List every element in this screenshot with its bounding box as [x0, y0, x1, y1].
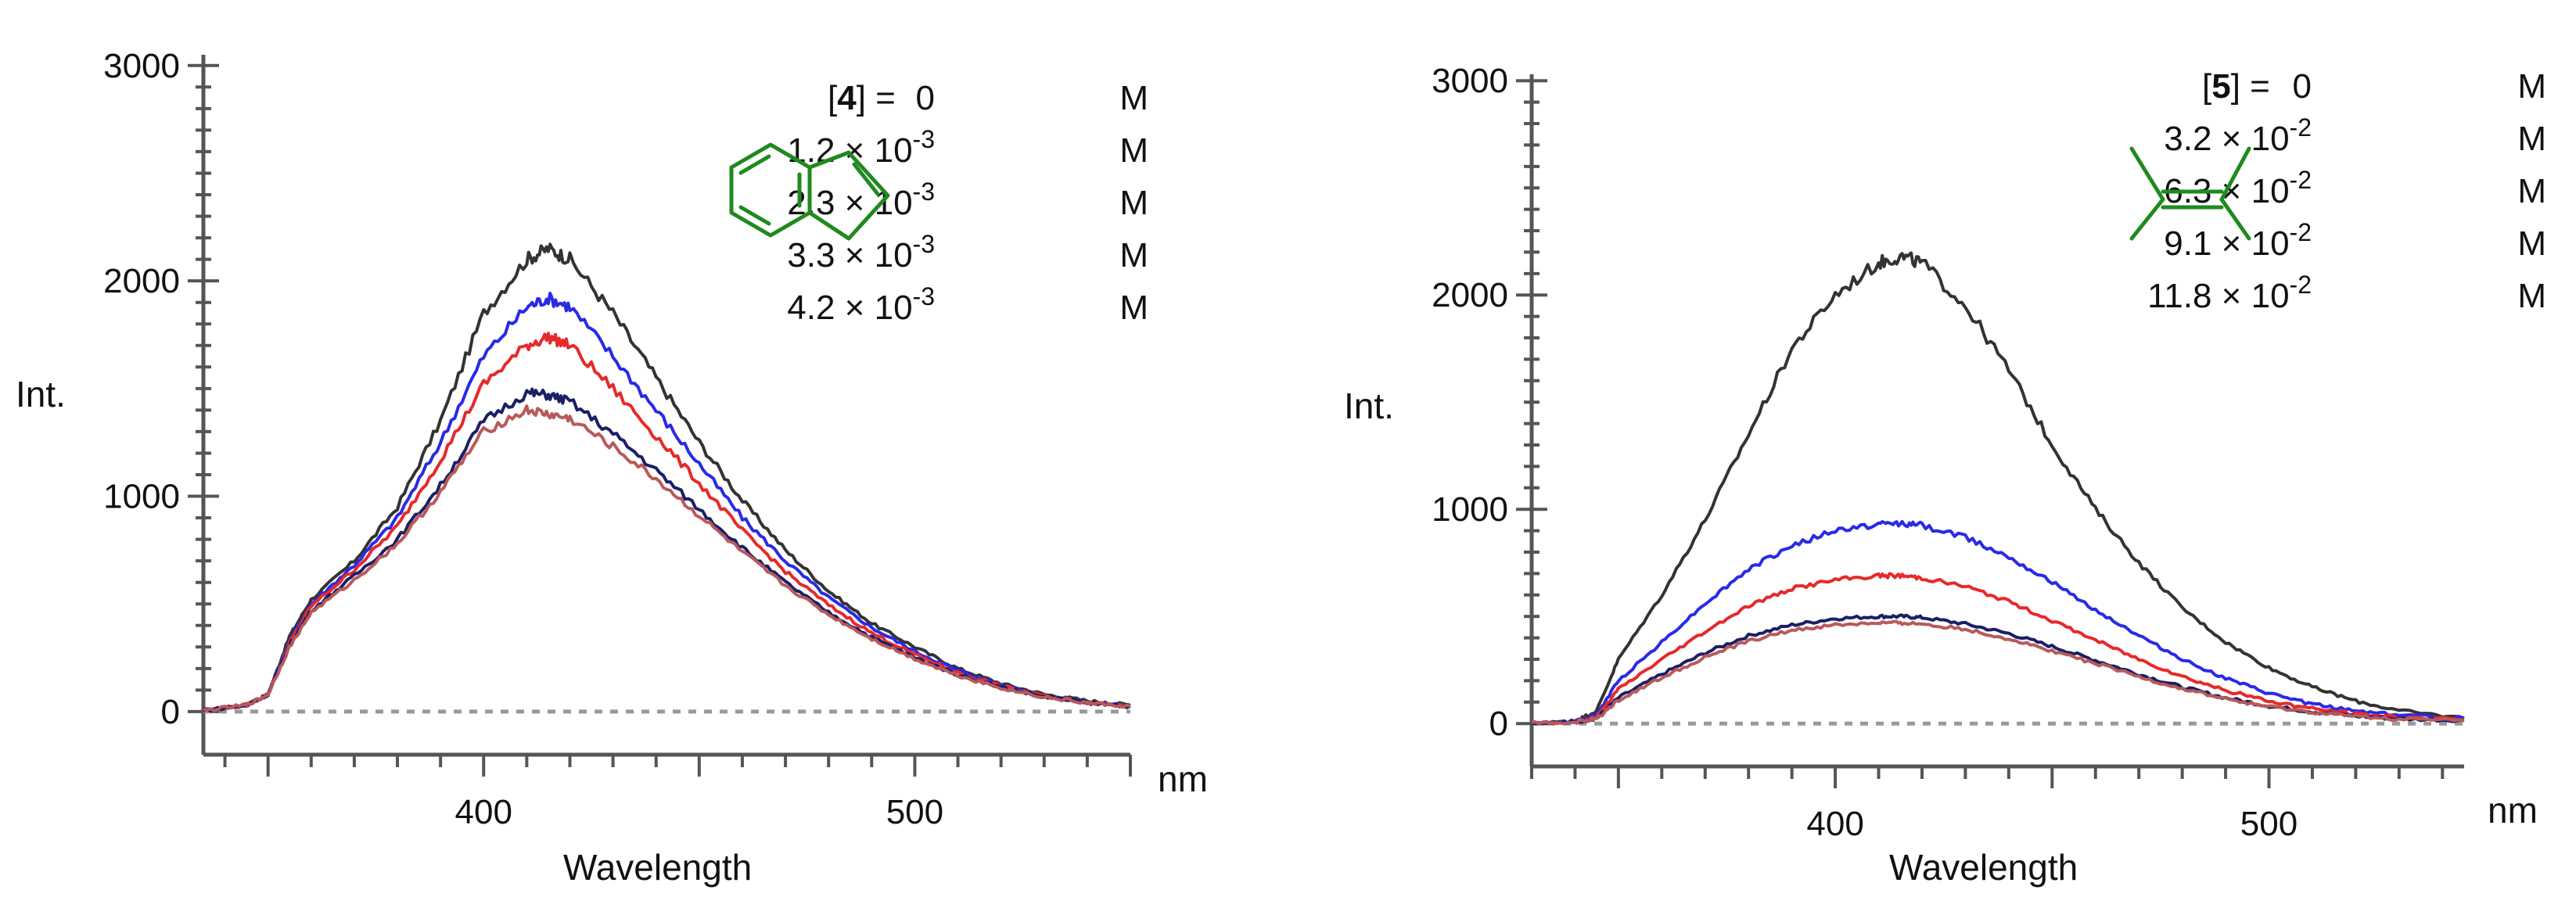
series-line-0	[1531, 251, 2465, 726]
y-tick-label: 3000	[103, 47, 180, 85]
left-x-unit: nm	[1158, 759, 1208, 799]
right-chart: 0 1000 2000 3000 400 500 Int. Wavelength nm […	[1344, 62, 2546, 888]
legend-entry-unit: M	[2517, 67, 2546, 106]
left-legend: 0 M1.2 × 10-3 M2.3 × 10-3 M3.3 × 10-3 M4.2 ×…	[787, 79, 1148, 327]
x-tick-label: 400	[455, 793, 512, 831]
indene-structure-icon	[729, 142, 890, 241]
y-tick-label: 2000	[103, 262, 180, 300]
legend-entry-value: 3.3 × 10-3	[787, 230, 935, 274]
right-legend-suffix: ] =	[2231, 67, 2270, 106]
legend-entry-unit: M	[2517, 172, 2546, 210]
legend-entry-value: 11.8 × 10-2	[2147, 271, 2312, 315]
series-line-3	[203, 387, 1131, 713]
left-series-group	[202, 242, 1131, 713]
left-legend-suffix: ] =	[857, 79, 896, 117]
right-quencher-label: 5	[2211, 67, 2230, 106]
legend-entry-value: 9.1 × 10-2	[2164, 218, 2312, 263]
legend-entry-unit: M	[1119, 79, 1148, 117]
legend-entry-value: 1.2 × 10-3	[787, 125, 935, 170]
left-axes: 0 1000 2000 3000 400 500	[103, 47, 1132, 831]
right-series-group	[1531, 251, 2465, 726]
series-line-0	[203, 242, 1131, 713]
y-tick-label: 1000	[1432, 490, 1508, 529]
right-axes: 0 1000 2000 3000 400 500	[1432, 62, 2464, 843]
series-line-4	[1531, 619, 2465, 726]
x-tick-label: 500	[886, 793, 943, 831]
x-tick-label: 500	[2240, 805, 2298, 843]
legend-entry-unit: M	[1119, 184, 1148, 222]
right-x-axis-label: Wavelength	[1889, 847, 2078, 888]
series-line-2	[1532, 572, 2465, 726]
left-y-axis-label: Int.	[16, 374, 66, 414]
y-tick-label: 0	[1489, 705, 1508, 743]
left-quencher-label: 4	[837, 79, 857, 117]
left-legend-prefix: [	[828, 79, 837, 117]
legend-entry-value: 0	[916, 79, 935, 117]
legend-entry-value: 0	[2293, 67, 2312, 106]
legend-entry-unit: M	[1119, 289, 1148, 327]
left-chart: 0 1000 2000 3000 400 500 Int. Wavelength nm […	[16, 47, 1208, 888]
right-y-axis-label: Int.	[1344, 386, 1394, 426]
legend-entry-unit: M	[2517, 224, 2546, 263]
y-tick-label: 3000	[1432, 62, 1508, 100]
right-legend-prefix: [	[2202, 67, 2211, 106]
legend-entry-value: 3.2 × 10-2	[2164, 113, 2312, 158]
series-line-1	[1532, 519, 2465, 726]
series-line-4	[203, 404, 1131, 712]
left-x-axis-label: Wavelength	[563, 847, 752, 888]
legend-entry-value: 4.2 × 10-3	[787, 282, 935, 327]
legend-entry-unit: M	[1119, 236, 1148, 274]
right-x-unit: nm	[2488, 790, 2538, 831]
series-line-2	[203, 332, 1131, 712]
legend-entry-unit: M	[1119, 131, 1148, 170]
tetramethylethylene-structure-icon	[2129, 146, 2251, 241]
y-tick-label: 2000	[1432, 276, 1508, 314]
legend-entry-unit: M	[2517, 277, 2546, 315]
legend-entry-unit: M	[2517, 120, 2546, 158]
series-line-1	[202, 292, 1131, 713]
x-tick-label: 400	[1806, 805, 1863, 843]
y-tick-label: 0	[161, 693, 180, 731]
y-tick-label: 1000	[103, 478, 180, 516]
right-legend-title: [5] =	[2202, 67, 2270, 106]
left-legend-title: [4] =	[828, 79, 896, 117]
